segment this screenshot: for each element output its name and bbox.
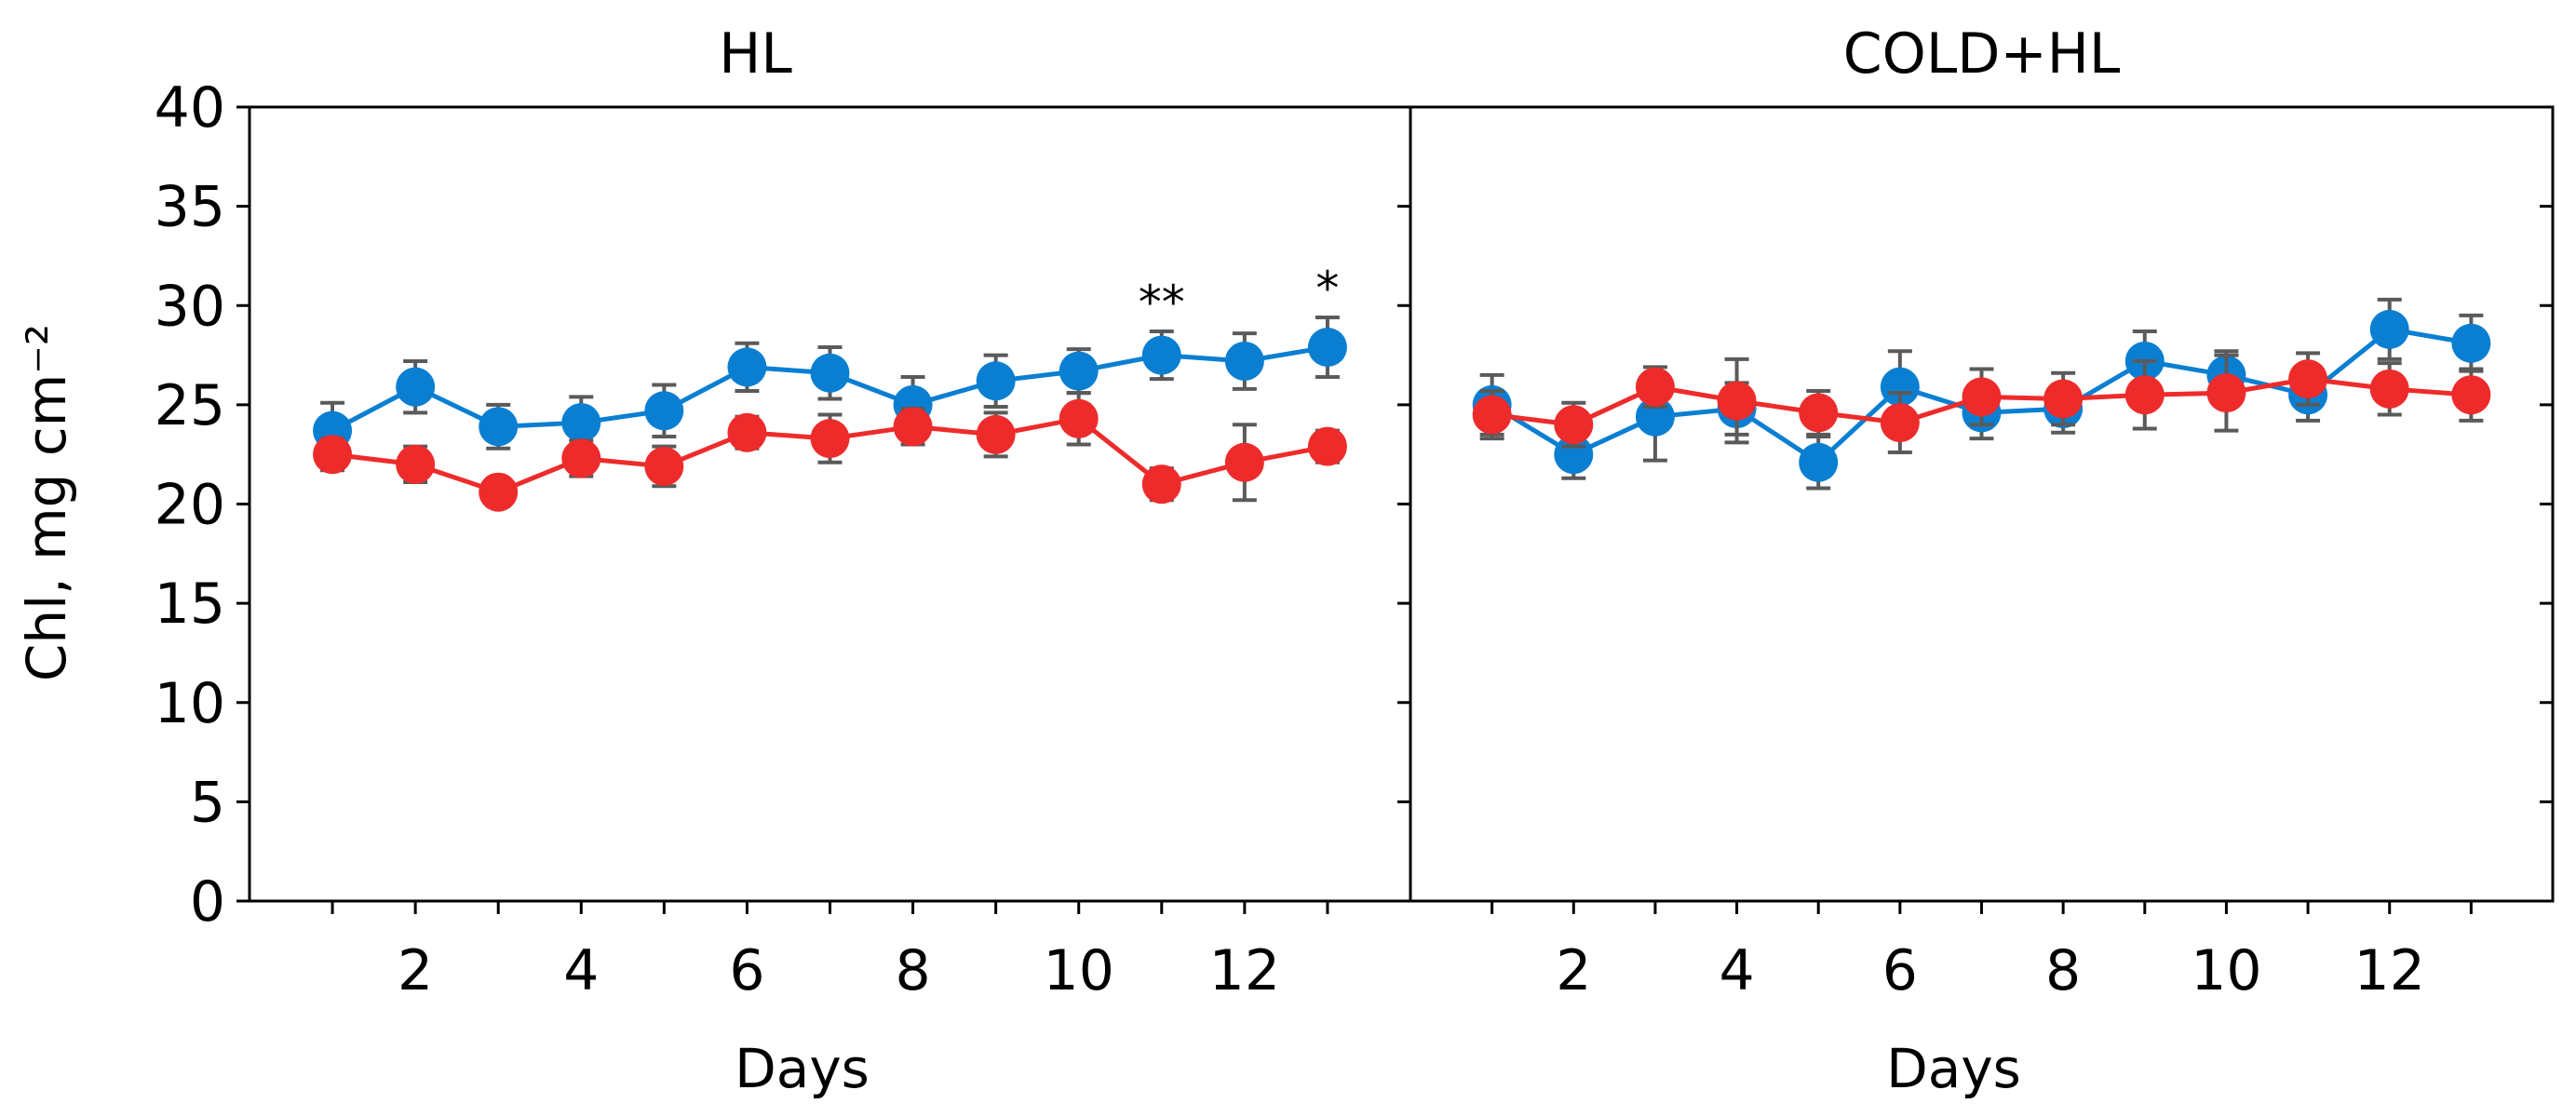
data-point: [1799, 393, 1839, 433]
x-tick-label: 6: [1882, 938, 1918, 1003]
x-tick-label: 2: [398, 938, 433, 1003]
x-axis-title: Days: [1886, 1037, 2021, 1100]
x-tick-label: 8: [895, 938, 930, 1003]
y-tick-label: 30: [155, 274, 225, 339]
data-point: [893, 407, 933, 447]
panel-cold-hl: 2 4 6 8 10 12 Days COLD+HL: [1409, 21, 2555, 1100]
data-point: [2451, 323, 2491, 363]
data-point: [810, 419, 850, 459]
data-point: [2369, 369, 2409, 409]
data-point: [644, 446, 684, 486]
data-point: [1880, 367, 1920, 407]
x-tick-label: 12: [1209, 938, 1280, 1003]
data-point: [1799, 442, 1839, 482]
data-point: [1224, 341, 1264, 381]
data-point: [1962, 377, 2002, 417]
data-point: [1141, 464, 1181, 505]
data-point: [2369, 309, 2409, 349]
data-point: [1880, 403, 1920, 443]
y-tick-label: 25: [155, 373, 225, 438]
series-red: [1472, 351, 2491, 455]
data-point: [561, 403, 601, 443]
data-point: [1307, 328, 1347, 368]
data-point: [976, 414, 1016, 454]
data-point: [2451, 375, 2491, 415]
data-point: [1307, 426, 1347, 466]
x-tick-label: 4: [1719, 938, 1754, 1003]
data-point: [1059, 398, 1099, 438]
data-point: [1059, 351, 1099, 391]
data-point: [727, 412, 767, 452]
x-tick-label: 10: [2191, 938, 2261, 1003]
y-tick-label: 20: [155, 473, 225, 538]
x-tick-label: 4: [563, 938, 599, 1003]
data-point: [810, 353, 850, 393]
data-point: [396, 444, 436, 484]
y-tick-label: 5: [190, 770, 225, 835]
data-point: [1224, 442, 1264, 482]
plot-frame: [1409, 105, 2555, 903]
data-point: [1472, 395, 1512, 435]
data-point: [1141, 335, 1181, 375]
data-point: [396, 367, 436, 407]
data-point: [561, 438, 601, 478]
y-tick-label: 35: [155, 175, 225, 240]
y-tick-label: 15: [155, 572, 225, 637]
significance-marker: *: [1315, 262, 1339, 316]
data-point: [727, 347, 767, 387]
y-tick-label: 40: [155, 75, 225, 141]
panel-title: COLD+HL: [1843, 21, 2121, 87]
y-tick-label: 10: [155, 671, 225, 736]
x-tick-label: 10: [1044, 938, 1114, 1003]
x-tick-label: 6: [729, 938, 764, 1003]
y-tick-label: 0: [190, 869, 225, 935]
data-point: [644, 391, 684, 431]
data-point: [976, 361, 1016, 401]
data-point: [313, 435, 353, 475]
x-tick-label: 2: [1556, 938, 1591, 1003]
y-axis-title: Chl, mg cm⁻²: [15, 324, 78, 681]
plot-frame: [248, 105, 1412, 903]
data-point: [479, 407, 519, 447]
significance-marker: **: [1139, 276, 1185, 330]
data-point: [2043, 379, 2084, 419]
data-point: [2206, 373, 2246, 413]
panel-title: HL: [719, 21, 792, 87]
y-axis: 0 5 10 15 20 25 30 35 40: [155, 75, 250, 935]
data-point: [2124, 375, 2165, 415]
data-point: [2288, 359, 2328, 399]
x-tick-label: 8: [2045, 938, 2081, 1003]
data-point: [1554, 405, 1594, 445]
data-point: [1717, 381, 1757, 421]
data-point: [1635, 367, 1675, 407]
x-tick-label: 12: [2354, 938, 2425, 1003]
x-axis-title: Days: [735, 1037, 870, 1100]
series-red: [313, 391, 1347, 512]
data-point: [479, 472, 519, 512]
